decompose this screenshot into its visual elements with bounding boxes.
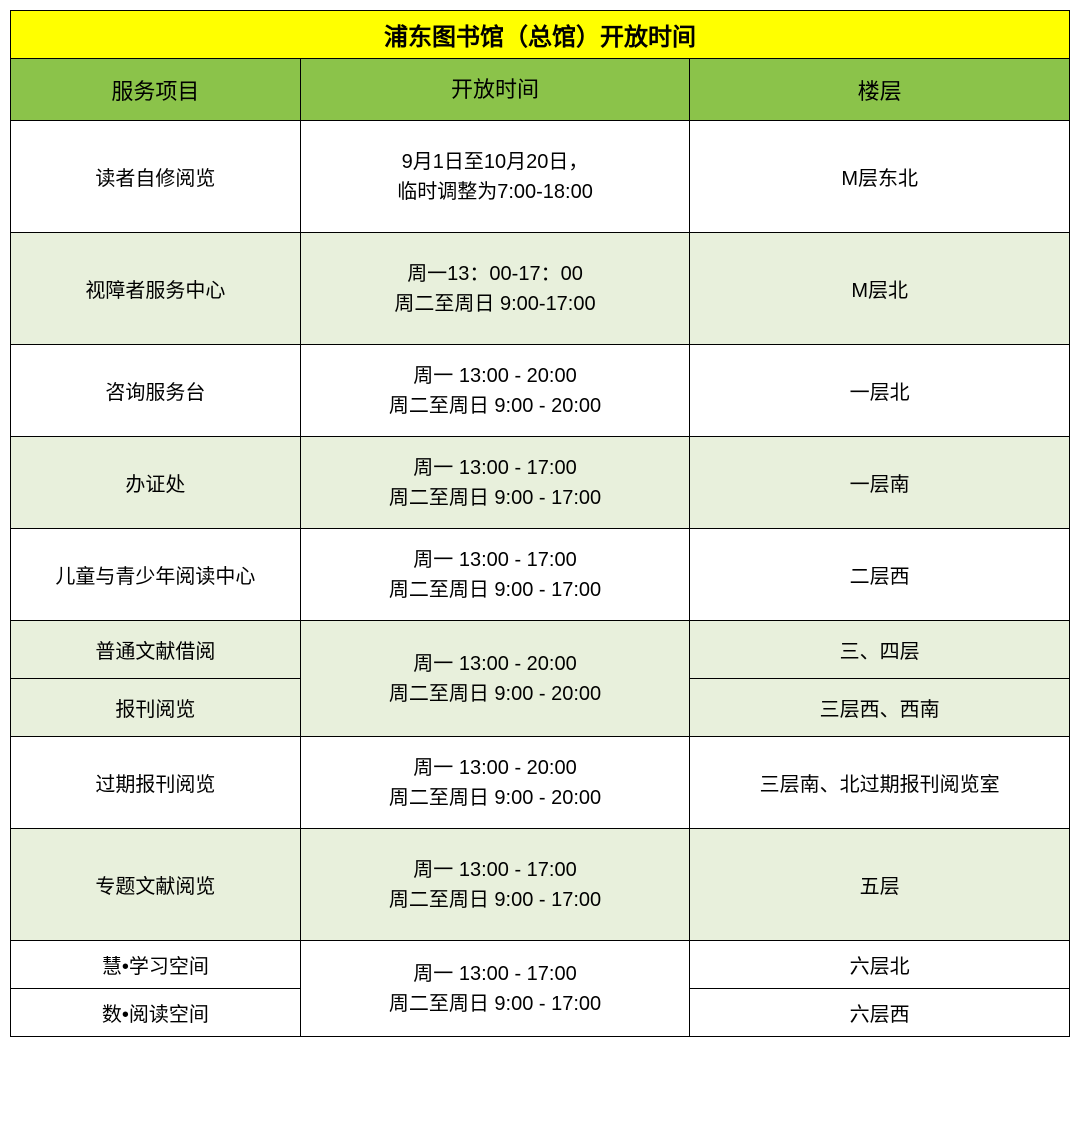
hours-cell: 9月1日至10月20日， 临时调整为7:00-18:00 bbox=[300, 121, 690, 233]
floor-cell: 三层西、西南 bbox=[690, 679, 1070, 737]
hours-cell: 周一13：00-17：00 周二至周日 9:00-17:00 bbox=[300, 233, 690, 345]
floor-cell: 五层 bbox=[690, 829, 1070, 941]
floor-cell: 六层北 bbox=[690, 941, 1070, 989]
table-row: 慧•学习空间 周一 13:00 - 17:00 周二至周日 9:00 - 17:… bbox=[11, 941, 1070, 989]
title-row: 浦东图书馆（总馆）开放时间 bbox=[11, 11, 1070, 59]
header-row: 服务项目 开放时间 楼层 bbox=[11, 59, 1070, 121]
floor-cell: 一层北 bbox=[690, 345, 1070, 437]
service-cell: 过期报刊阅览 bbox=[11, 737, 301, 829]
floor-cell: 三、四层 bbox=[690, 621, 1070, 679]
service-cell: 儿童与青少年阅读中心 bbox=[11, 529, 301, 621]
service-cell: 专题文献阅览 bbox=[11, 829, 301, 941]
service-cell: 普通文献借阅 bbox=[11, 621, 301, 679]
floor-cell: 六层西 bbox=[690, 989, 1070, 1037]
service-cell: 报刊阅览 bbox=[11, 679, 301, 737]
table-row: 办证处 周一 13:00 - 17:00 周二至周日 9:00 - 17:00 … bbox=[11, 437, 1070, 529]
table-row: 专题文献阅览 周一 13:00 - 17:00 周二至周日 9:00 - 17:… bbox=[11, 829, 1070, 941]
header-service: 服务项目 bbox=[11, 59, 301, 121]
hours-cell: 周一 13:00 - 17:00 周二至周日 9:00 - 17:00 bbox=[300, 829, 690, 941]
service-cell: 读者自修阅览 bbox=[11, 121, 301, 233]
service-cell: 数•阅读空间 bbox=[11, 989, 301, 1037]
table-row: 儿童与青少年阅读中心 周一 13:00 - 17:00 周二至周日 9:00 -… bbox=[11, 529, 1070, 621]
hours-cell: 周一 13:00 - 17:00 周二至周日 9:00 - 17:00 bbox=[300, 529, 690, 621]
table-row: 咨询服务台 周一 13:00 - 20:00 周二至周日 9:00 - 20:0… bbox=[11, 345, 1070, 437]
hours-cell: 周一 13:00 - 20:00 周二至周日 9:00 - 20:00 bbox=[300, 621, 690, 737]
service-cell: 办证处 bbox=[11, 437, 301, 529]
table-row: 过期报刊阅览 周一 13:00 - 20:00 周二至周日 9:00 - 20:… bbox=[11, 737, 1070, 829]
floor-cell: M层北 bbox=[690, 233, 1070, 345]
table-row: 普通文献借阅 周一 13:00 - 20:00 周二至周日 9:00 - 20:… bbox=[11, 621, 1070, 679]
service-cell: 咨询服务台 bbox=[11, 345, 301, 437]
floor-cell: M层东北 bbox=[690, 121, 1070, 233]
hours-cell: 周一 13:00 - 20:00 周二至周日 9:00 - 20:00 bbox=[300, 737, 690, 829]
library-hours-table: 浦东图书馆（总馆）开放时间 服务项目 开放时间 楼层 读者自修阅览 9月1日至1… bbox=[10, 10, 1070, 1037]
hours-table: 浦东图书馆（总馆）开放时间 服务项目 开放时间 楼层 读者自修阅览 9月1日至1… bbox=[10, 10, 1070, 1037]
service-cell: 慧•学习空间 bbox=[11, 941, 301, 989]
floor-cell: 三层南、北过期报刊阅览室 bbox=[690, 737, 1070, 829]
table-row: 读者自修阅览 9月1日至10月20日， 临时调整为7:00-18:00 M层东北 bbox=[11, 121, 1070, 233]
hours-cell: 周一 13:00 - 17:00 周二至周日 9:00 - 17:00 bbox=[300, 437, 690, 529]
table-row: 视障者服务中心 周一13：00-17：00 周二至周日 9:00-17:00 M… bbox=[11, 233, 1070, 345]
floor-cell: 二层西 bbox=[690, 529, 1070, 621]
hours-cell: 周一 13:00 - 20:00 周二至周日 9:00 - 20:00 bbox=[300, 345, 690, 437]
service-cell: 视障者服务中心 bbox=[11, 233, 301, 345]
header-hours: 开放时间 bbox=[300, 59, 690, 121]
header-floor: 楼层 bbox=[690, 59, 1070, 121]
table-title: 浦东图书馆（总馆）开放时间 bbox=[11, 11, 1070, 59]
floor-cell: 一层南 bbox=[690, 437, 1070, 529]
hours-cell: 周一 13:00 - 17:00 周二至周日 9:00 - 17:00 bbox=[300, 941, 690, 1037]
